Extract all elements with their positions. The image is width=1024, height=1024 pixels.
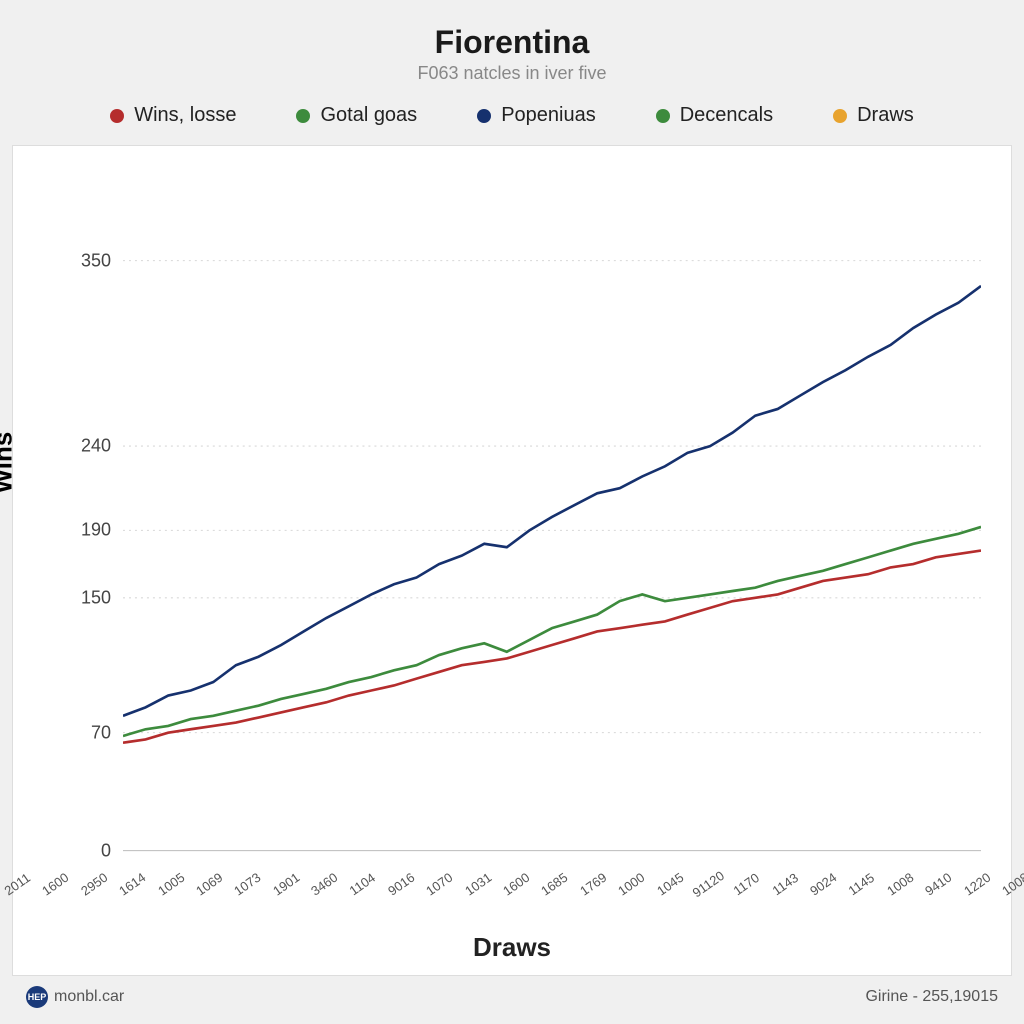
chart-svg bbox=[123, 146, 981, 872]
x-tick-label: 91120 bbox=[690, 868, 727, 900]
x-tick-label: 9024 bbox=[807, 870, 839, 899]
chart-canvas bbox=[123, 146, 1011, 872]
x-tick-label: 1104 bbox=[347, 870, 379, 898]
y-tick-label: 350 bbox=[81, 250, 111, 271]
x-tick-label: 1008 bbox=[884, 870, 916, 899]
y-tick-label: 190 bbox=[81, 520, 111, 541]
legend-dot-icon bbox=[833, 109, 847, 123]
legend-dot-icon bbox=[656, 109, 670, 123]
plot-area: Wins 070150190240350 2011160029501614100… bbox=[12, 145, 1012, 976]
legend-label: Wins, losse bbox=[134, 104, 236, 127]
plot-body: Wins 070150190240350 bbox=[13, 146, 1011, 872]
y-axis-ticks: 0 70 150 190 240 350 bbox=[13, 146, 123, 872]
x-axis-ticks: 2011160029501614100510691073190134601104… bbox=[13, 872, 1011, 932]
x-tick-label: 1220 bbox=[961, 870, 993, 899]
x-tick-label: 2011 bbox=[2, 870, 34, 898]
x-tick-label: 1069 bbox=[193, 870, 225, 899]
x-tick-label: 2950 bbox=[78, 870, 110, 899]
chart-title: Fiorentina bbox=[12, 24, 1012, 61]
chart-subtitle: F063 natcles in iver five bbox=[12, 63, 1012, 84]
x-tick-label: 1008 bbox=[999, 870, 1024, 899]
legend-item: Wins, losse bbox=[110, 104, 236, 127]
x-tick-label: 1614 bbox=[116, 870, 148, 899]
footer-left-text: monbl.car bbox=[54, 988, 124, 1006]
x-tick-label: 9410 bbox=[922, 870, 954, 899]
chart-container: Fiorentina F063 natcles in iver five Win… bbox=[12, 12, 1012, 1012]
x-tick-label: 1143 bbox=[769, 870, 801, 898]
legend-label: Draws bbox=[857, 104, 914, 127]
legend-dot-icon bbox=[110, 109, 124, 123]
x-tick-label: 1769 bbox=[577, 870, 609, 899]
x-tick-label: 1901 bbox=[270, 870, 302, 899]
footer-left: HEP monbl.car bbox=[26, 986, 124, 1008]
x-tick-label: 1685 bbox=[539, 870, 571, 899]
footer: HEP monbl.car Girine - 255,19015 bbox=[12, 976, 1012, 1012]
footer-badge-icon: HEP bbox=[26, 986, 48, 1008]
x-tick-label: 1045 bbox=[654, 870, 686, 899]
legend-item: Draws bbox=[833, 104, 914, 127]
x-tick-label: 1170 bbox=[731, 870, 763, 898]
footer-right-text: Girine - 255,19015 bbox=[865, 988, 998, 1006]
legend-item: Decencals bbox=[656, 104, 773, 127]
x-tick-label: 1070 bbox=[423, 870, 455, 899]
legend-label: Popeniuas bbox=[501, 104, 596, 127]
legend-label: Decencals bbox=[680, 104, 773, 127]
y-tick-label: 70 bbox=[91, 722, 111, 743]
y-tick-label: 150 bbox=[81, 587, 111, 608]
x-tick-label: 3460 bbox=[308, 870, 340, 899]
y-tick-label: 240 bbox=[81, 436, 111, 457]
chart-header: Fiorentina F063 natcles in iver five bbox=[12, 12, 1012, 92]
legend-dot-icon bbox=[477, 109, 491, 123]
x-tick-label: 1000 bbox=[615, 870, 647, 899]
legend-dot-icon bbox=[296, 109, 310, 123]
x-tick-label: 1073 bbox=[231, 870, 263, 899]
x-tick-label: 1005 bbox=[155, 870, 187, 899]
legend-label: Gotal goas bbox=[320, 104, 417, 127]
y-tick-label: 0 bbox=[101, 840, 111, 861]
x-axis-label: Draws bbox=[13, 932, 1011, 975]
x-tick-label: 1600 bbox=[500, 870, 532, 899]
x-tick-label: 1145 bbox=[846, 870, 878, 898]
legend-item: Gotal goas bbox=[296, 104, 417, 127]
x-tick-label: 1031 bbox=[462, 870, 494, 899]
legend-item: Popeniuas bbox=[477, 104, 596, 127]
x-tick-label: 1600 bbox=[40, 870, 72, 899]
x-tick-label: 9016 bbox=[385, 870, 417, 899]
chart-legend: Wins, losse Gotal goas Popeniuas Decencals D… bbox=[12, 92, 1012, 145]
